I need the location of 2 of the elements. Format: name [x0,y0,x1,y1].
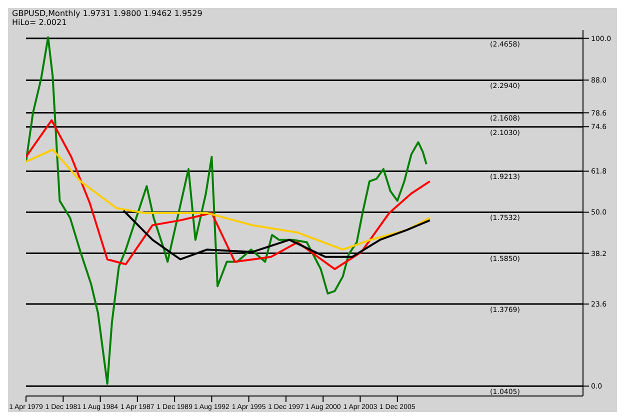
chart-subtitle: HiLo= 2.0021 [12,18,68,27]
chart-title: GBPUSD,Monthly 1.9731 1.9800 1.9462 1.9529 [12,9,202,18]
